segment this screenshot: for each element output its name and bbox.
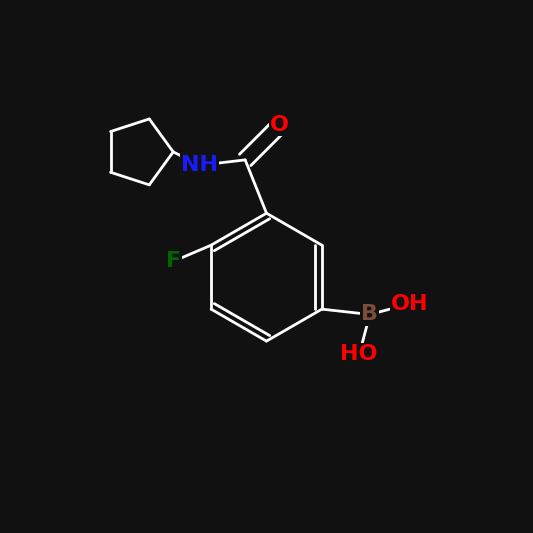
Text: OH: OH	[391, 294, 429, 314]
Text: O: O	[270, 115, 289, 135]
Text: F: F	[166, 251, 181, 271]
Text: NH: NH	[181, 155, 219, 175]
Text: HO: HO	[341, 344, 378, 365]
Text: B: B	[361, 304, 378, 325]
